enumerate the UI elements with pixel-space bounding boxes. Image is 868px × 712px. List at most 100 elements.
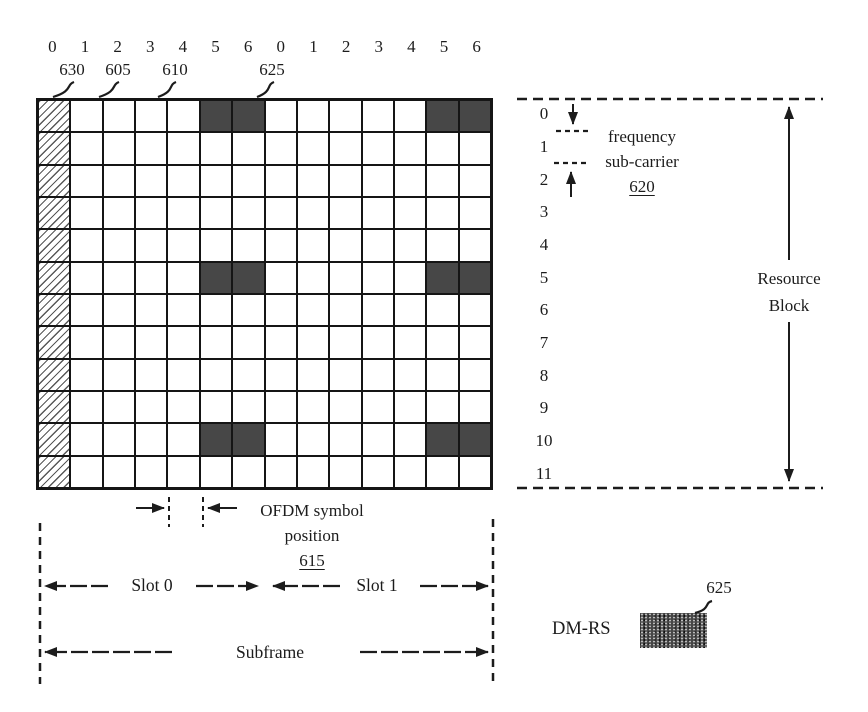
resource-element-r6-c0-reserved [38,293,71,327]
resource-element-r1-c7 [264,132,297,165]
resource-element-r9-c10 [361,390,394,424]
resource-element-r7-c5 [199,326,233,359]
ofdm-symbol-index-11: 4 [407,37,416,56]
resource-element-r2-c5 [199,164,233,197]
resource-element-r4-c12 [426,229,459,262]
resource-element-r6-c13 [458,293,491,327]
resource-element-r8-c11 [393,358,427,391]
resource-element-r0-c8 [296,100,330,133]
leader-605 [98,80,120,99]
subcarrier-index-5: 5 [539,267,549,287]
resource-element-r3-c12 [426,196,459,230]
ofdm-symbol-index-4: 4 [178,37,188,56]
resource-element-r7-c12 [426,326,459,359]
subcarrier-index-0: 0 [539,104,549,124]
resource-element-r5-c3 [135,261,168,294]
resource-element-r6-c12 [426,293,459,327]
subcarrier-index-labels: 0 1 2 3 4 5 6 7 8 9 10 11 [524,98,564,490]
subframe-label: Subframe [235,642,305,662]
resource-element-r7-c4 [167,326,200,359]
resource-element-r9-c12 [426,390,459,424]
resource-element-r5-c5-dmrs [199,261,233,294]
subcarrier-index-3: 3 [539,202,549,222]
resource-element-r3-c3 [135,196,168,230]
resource-element-r3-c6 [232,196,265,230]
leader-610 [157,80,177,99]
resource-element-r1-c5 [199,132,233,165]
resource-element-r2-c1 [70,164,103,197]
resource-element-r8-c10 [361,358,394,391]
resource-element-r4-c7 [264,229,297,262]
resource-element-r2-c4 [167,164,200,197]
resource-element-r6-c5 [199,293,233,327]
subcarrier-index-8: 8 [539,365,549,385]
resource-element-r1-c6 [232,132,265,165]
resource-element-r8-c6 [232,358,265,391]
resource-element-r3-c4 [167,196,200,230]
resource-element-r9-c1 [70,390,103,424]
resource-element-r2-c8 [296,164,330,197]
resource-element-r4-c2 [102,229,136,262]
resource-element-r2-c11 [393,164,427,197]
resource-element-r8-c2 [102,358,136,391]
resource-element-r3-c1 [70,196,103,230]
resource-element-r2-c6 [232,164,265,197]
resource-element-r9-c5 [199,390,233,424]
resource-element-r8-c5 [199,358,233,391]
subcarrier-index-6: 6 [539,300,549,320]
ofdm-symbol-position-label: OFDM symbol position 615 [238,498,386,573]
resource-element-r2-c12 [426,164,459,197]
ofdm-symbol-index-3: 3 [145,37,155,56]
resource-element-r4-c8 [296,229,330,262]
resource-element-r2-c13 [458,164,491,197]
resource-element-r1-c2 [102,132,136,165]
subcarrier-index-7: 7 [539,333,549,353]
dmrs-legend-swatch [640,613,707,648]
resource-element-r2-c9 [329,164,362,197]
subcarrier-index-9: 9 [539,398,549,418]
resource-block-line1: Resource [757,269,821,288]
resource-element-r5-c7 [264,261,297,294]
resource-element-r0-c6-dmrs [232,100,265,133]
ref-620: 620 [629,177,655,196]
ref-605: 605 [105,60,131,79]
resource-element-r0-c3 [135,100,168,133]
resource-element-r8-c12 [426,358,459,391]
resource-element-r5-c10 [361,261,394,294]
resource-element-r7-c0-reserved [38,326,71,359]
resource-element-r8-c1 [70,358,103,391]
resource-element-r0-c12-dmrs [426,100,459,133]
resource-element-r5-c4 [167,261,200,294]
ofdm-symbol-index-1: 1 [80,37,90,56]
resource-element-r3-c11 [393,196,427,230]
resource-element-r11-c8 [296,455,330,488]
resource-element-r1-c8 [296,132,330,165]
resource-element-r0-c11 [393,100,427,133]
resource-element-r9-c6 [232,390,265,424]
resource-element-r10-c1 [70,423,103,456]
resource-element-r4-c10 [361,229,394,262]
frequency-label-line2: sub-carrier [605,152,679,171]
resource-element-r9-c11 [393,390,427,424]
resource-element-r4-c9 [329,229,362,262]
resource-element-r10-c7 [264,423,297,456]
resource-element-r9-c13 [458,390,491,424]
resource-element-r0-c13-dmrs [458,100,491,133]
resource-element-r0-c7 [264,100,297,133]
resource-element-r5-c11 [393,261,427,294]
resource-element-r4-c11 [393,229,427,262]
ofdm-symbol-index-0: 0 [48,37,57,56]
resource-element-r7-c7 [264,326,297,359]
resource-element-r11-c4 [167,455,200,488]
resource-element-r6-c6 [232,293,265,327]
resource-element-r8-c4 [167,358,200,391]
resource-element-r7-c6 [232,326,265,359]
leader-625 [256,80,275,99]
ofdm-symbol-index-10: 3 [374,37,383,56]
resource-element-r1-c13 [458,132,491,165]
resource-element-r1-c12 [426,132,459,165]
resource-element-r6-c7 [264,293,297,327]
ofdm-symbol-index-13: 6 [472,37,481,56]
resource-element-r8-c0-reserved [38,358,71,391]
resource-element-r9-c9 [329,390,362,424]
